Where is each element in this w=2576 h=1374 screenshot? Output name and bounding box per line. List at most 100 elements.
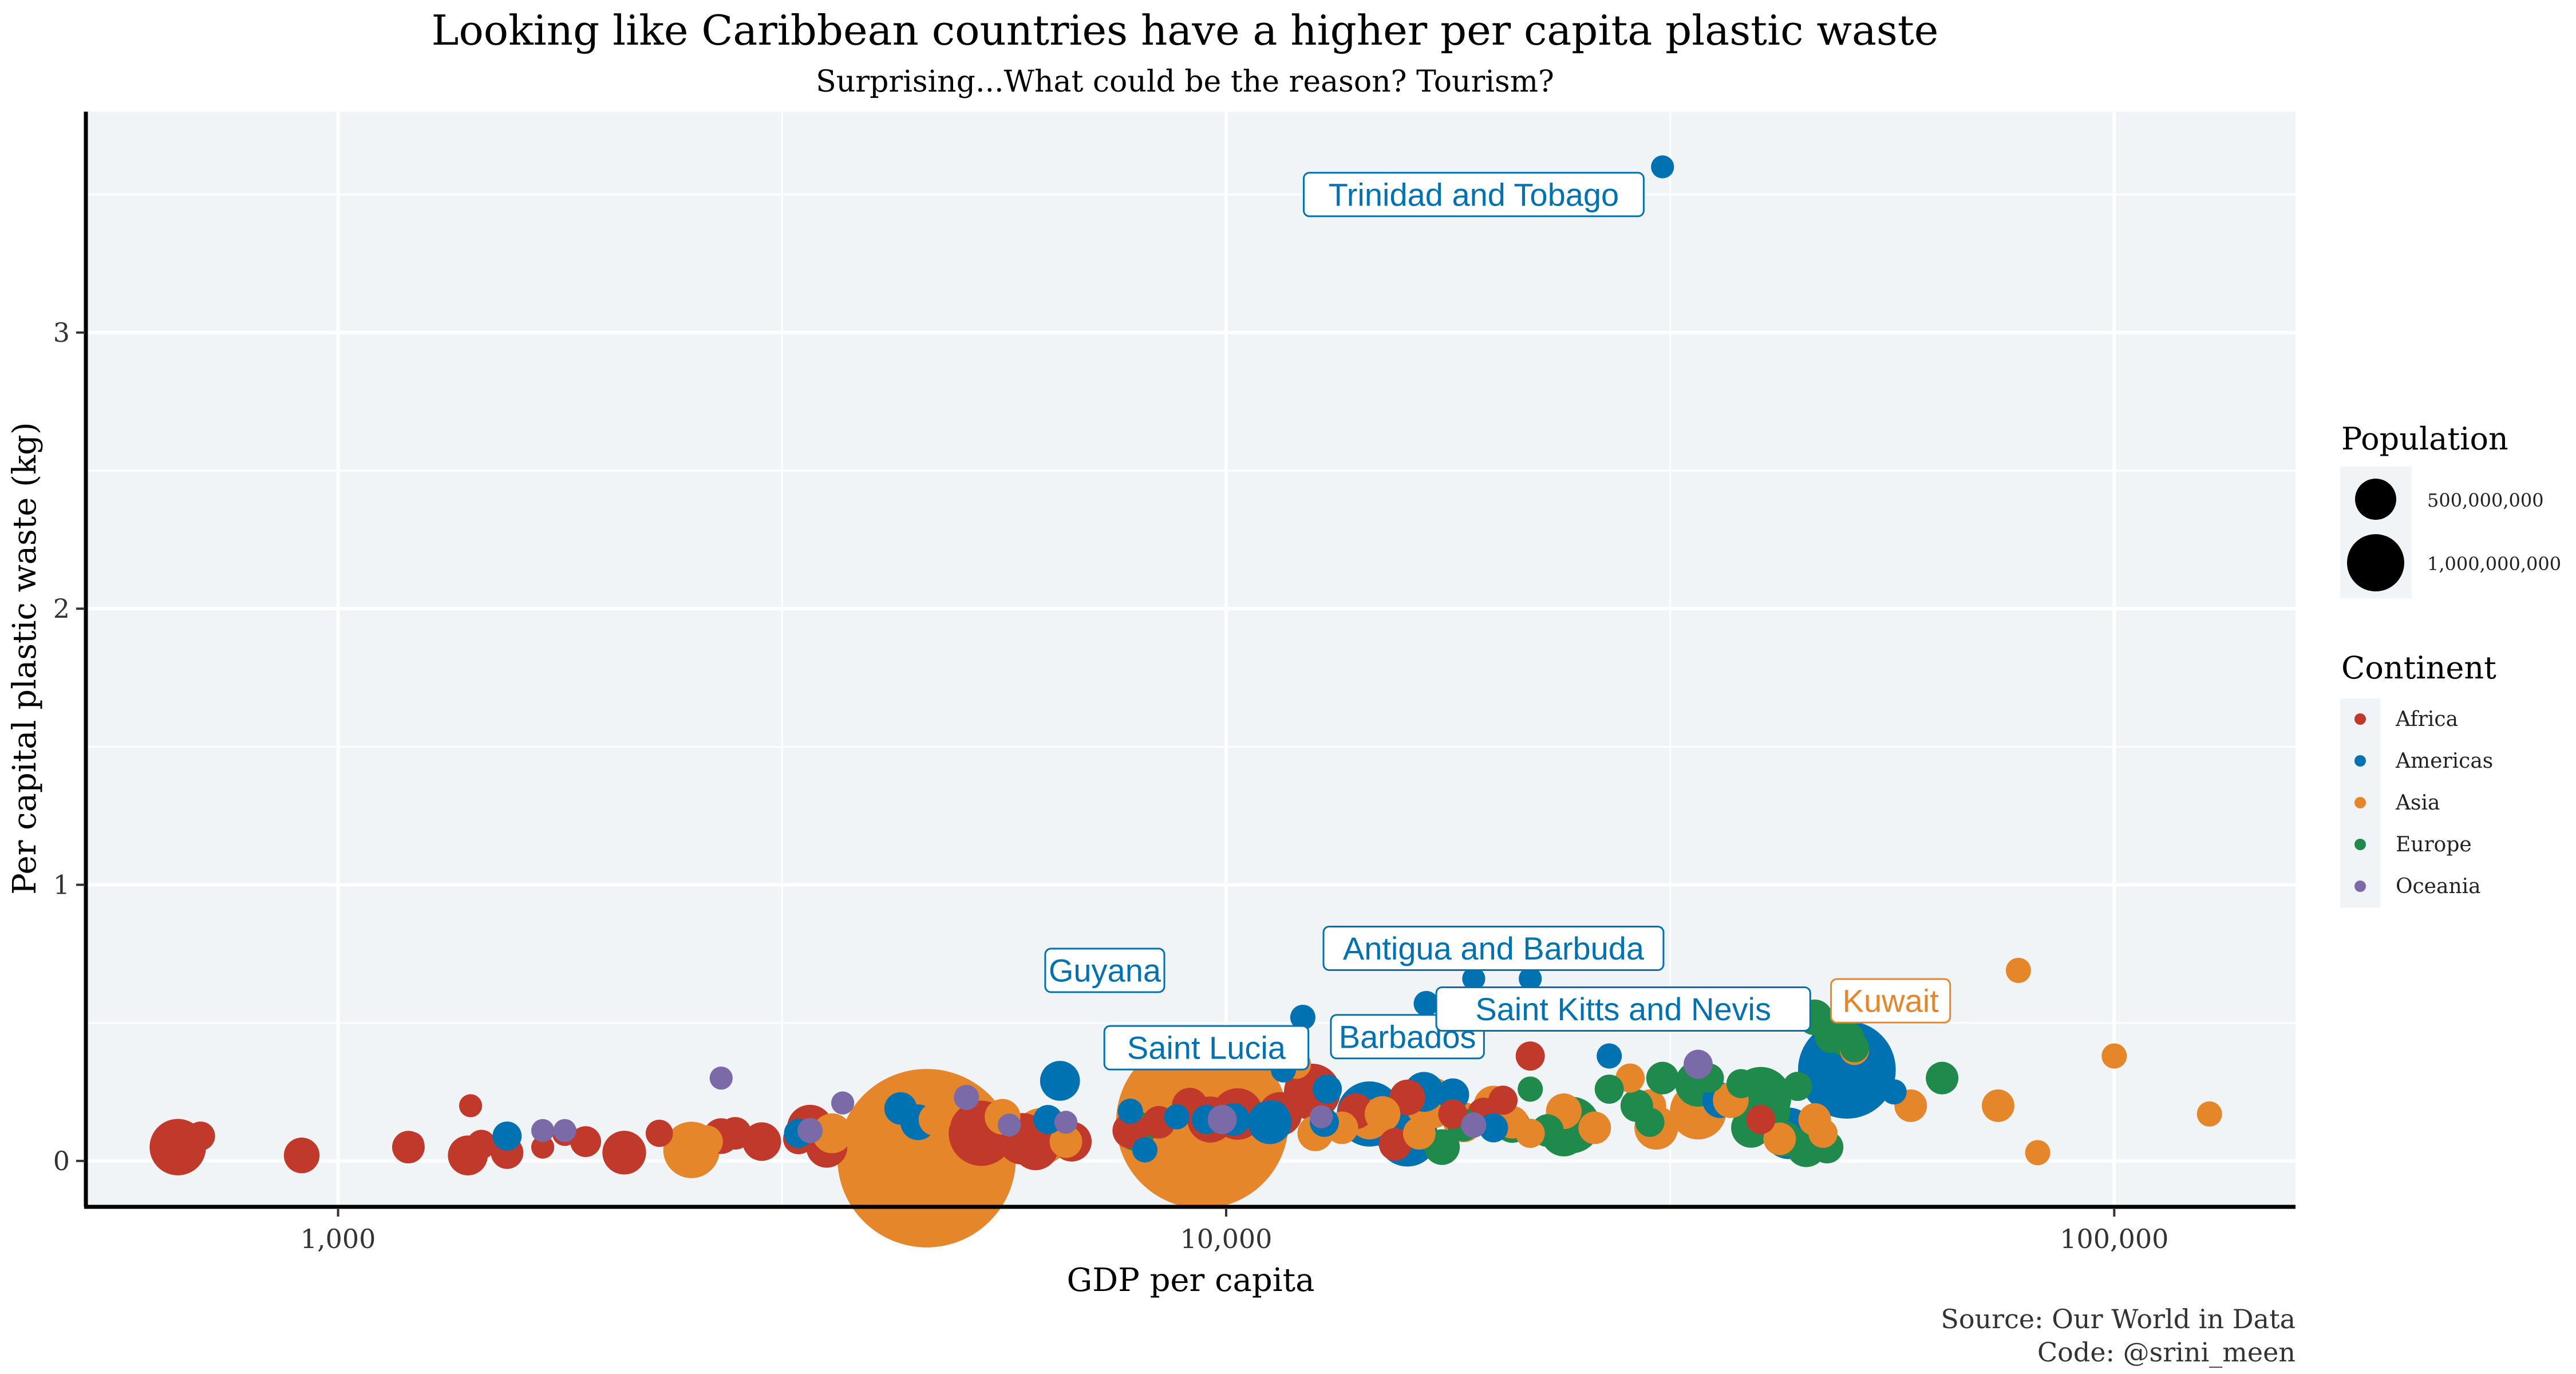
- point-labels: Trinidad and Tobago Guyana Antigua and Bar…: [1044, 172, 1951, 1071]
- data-point-americas: [1413, 990, 1439, 1016]
- point-label-box: [1322, 925, 1665, 971]
- point-label-box: [1103, 1025, 1310, 1071]
- data-point-oceania: [1684, 1049, 1713, 1079]
- data-point-americas: [1519, 967, 1542, 990]
- legend-population-key-2: [2347, 534, 2404, 591]
- legend-continent-items: Africa Americas Asia Europe Oceania: [2340, 698, 2493, 907]
- legend-key-americas: [2354, 755, 2366, 767]
- point-label-box: [1044, 947, 1165, 993]
- data-point-asia: [1578, 1111, 1611, 1144]
- point-label: Antigua and Barbuda: [1343, 930, 1645, 966]
- x-tick-label: 1,000: [301, 1223, 376, 1254]
- data-point-europe: [1726, 1069, 1756, 1099]
- data-point-africa: [467, 1130, 496, 1159]
- data-point-africa: [398, 1131, 425, 1157]
- data-point-americas: [1313, 1074, 1342, 1104]
- data-point-americas: [1479, 1113, 1508, 1143]
- data-point-africa: [185, 1121, 215, 1151]
- data-point-asia: [2025, 1140, 2050, 1166]
- legend-key-oceania: [2354, 881, 2366, 892]
- data-point-africa: [602, 1131, 646, 1175]
- legend-label-americas: Americas: [2395, 749, 2493, 773]
- data-point-asia: [1049, 1125, 1082, 1158]
- data-point-asia: [1808, 1119, 1838, 1148]
- data-point-africa: [1488, 1085, 1518, 1115]
- data-point-asia: [918, 1103, 951, 1136]
- legend-population-label-1: 500,000,000: [2427, 489, 2544, 511]
- data-point-europe: [1926, 1061, 1959, 1095]
- scatter-points: [149, 155, 2222, 1247]
- data-point-africa: [570, 1126, 602, 1158]
- y-tick-label: 2: [53, 593, 70, 624]
- data-point-europe: [1815, 1020, 1848, 1053]
- x-tick-label: 100,000: [2060, 1223, 2168, 1254]
- data-point-asia: [812, 1113, 852, 1154]
- data-point-americas: [1462, 967, 1485, 990]
- data-point-americas: [1117, 1098, 1143, 1124]
- data-point-oceania: [831, 1091, 855, 1115]
- data-point-asia: [2005, 957, 2031, 984]
- x-tick-label: 10,000: [1180, 1223, 1272, 1254]
- x-axis-ticks: 1,000 10,000 100,000: [301, 1208, 2168, 1254]
- data-point-asia: [1515, 1119, 1545, 1148]
- y-tick-label: 1: [53, 870, 70, 901]
- data-point-europe: [1646, 1061, 1679, 1095]
- legend-population-title: Population: [2341, 421, 2508, 457]
- point-label: Kuwait: [1843, 983, 1939, 1019]
- data-point-oceania: [1207, 1105, 1237, 1134]
- y-axis-ticks: 0 1 2 3: [53, 317, 85, 1176]
- data-point-oceania: [1310, 1105, 1333, 1128]
- point-label: Trinidad and Tobago: [1329, 176, 1619, 212]
- data-point-africa: [645, 1119, 673, 1147]
- data-point-africa: [531, 1135, 555, 1159]
- data-point-europe: [1594, 1074, 1624, 1104]
- data-point-africa: [742, 1122, 781, 1161]
- caption-source: Source: Our World in Data: [1941, 1304, 2296, 1334]
- data-point-asia: [690, 1125, 723, 1158]
- chart-title: Looking like Caribbean countries have a …: [432, 6, 1939, 54]
- chart-subtitle: Surprising...What could be the reason? T…: [816, 65, 1554, 99]
- data-point-asia: [2196, 1101, 2222, 1127]
- data-point-americas: [1132, 1137, 1158, 1163]
- data-point-oceania: [1461, 1112, 1487, 1138]
- data-point-oceania: [553, 1119, 576, 1142]
- data-point-americas: [1033, 1105, 1063, 1134]
- legend-label-africa: Africa: [2395, 708, 2458, 731]
- data-point-americas: [884, 1092, 917, 1125]
- data-point-asia: [2101, 1043, 2127, 1069]
- x-axis-label: GDP per capita: [1066, 1262, 1314, 1299]
- legend-label-europe: Europe: [2396, 833, 2472, 856]
- y-tick-label: 0: [53, 1146, 70, 1176]
- point-label: Guyana: [1049, 953, 1161, 989]
- data-point-africa: [1746, 1105, 1776, 1134]
- legend-label-asia: Asia: [2395, 791, 2440, 815]
- data-point-oceania: [797, 1118, 823, 1143]
- data-point-africa: [718, 1117, 752, 1150]
- data-point-asia: [1364, 1096, 1401, 1132]
- caption-code: Code: @srini_meen: [2037, 1337, 2296, 1368]
- data-point-oceania: [998, 1114, 1021, 1137]
- data-point-asia: [1763, 1122, 1796, 1155]
- data-point-africa: [459, 1094, 483, 1118]
- data-point-asia: [1982, 1089, 2014, 1122]
- data-point-americas: [1881, 1079, 1907, 1105]
- data-point-africa: [1515, 1041, 1545, 1071]
- point-label-box: [1435, 986, 1811, 1032]
- legend: Population 500,000,000 1,000,000,000 Con…: [2340, 421, 2561, 907]
- data-point-oceania: [1054, 1111, 1078, 1134]
- data-point-africa: [1012, 1124, 1059, 1170]
- data-point-africa: [1438, 1099, 1468, 1129]
- data-point-asia: [1402, 1117, 1436, 1150]
- legend-population-label-2: 1,000,000,000: [2427, 553, 2561, 575]
- data-point-americas: [1040, 1061, 1080, 1101]
- point-label: Saint Kitts and Nevis: [1475, 991, 1771, 1027]
- data-point-americas: [1651, 155, 1674, 179]
- legend-key-africa: [2354, 713, 2366, 725]
- data-point-oceania: [531, 1119, 555, 1142]
- legend-population-key-1: [2355, 479, 2396, 520]
- y-axis-label: Per capital plastic waste (kg): [6, 422, 44, 894]
- data-point-americas: [1257, 1100, 1290, 1134]
- legend-continent-title: Continent: [2341, 650, 2496, 686]
- data-point-americas: [1597, 1043, 1622, 1069]
